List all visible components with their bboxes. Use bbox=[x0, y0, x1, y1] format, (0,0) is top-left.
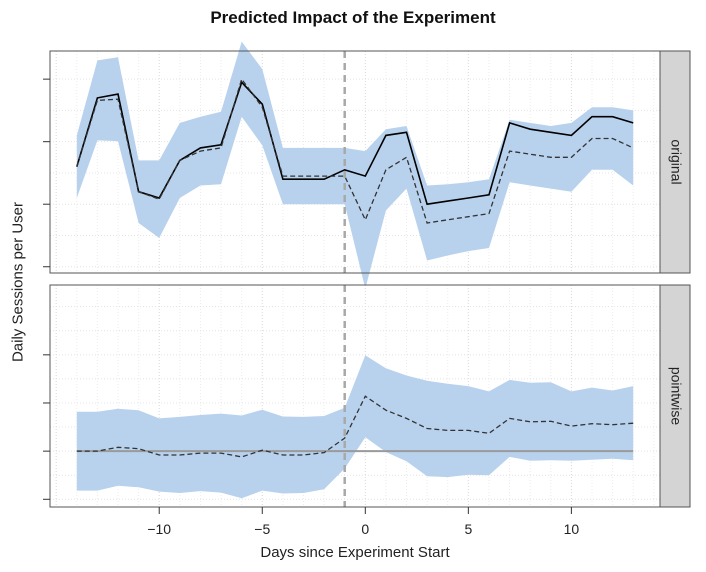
series-line-predicted bbox=[76, 77, 634, 224]
facet-strip-label: pointwise bbox=[668, 367, 684, 426]
chart-title: Predicted Impact of the Experiment bbox=[210, 8, 496, 27]
series-line-predicted bbox=[76, 395, 634, 458]
facet-strip bbox=[659, 284, 691, 508]
x-tick-label: −5 bbox=[254, 521, 270, 537]
confidence-band bbox=[76, 41, 634, 289]
x-axis-label: Days since Experiment Start bbox=[260, 544, 450, 561]
series-line-observed bbox=[76, 80, 634, 206]
facet-strip-label: original bbox=[668, 139, 684, 184]
x-tick-label: 5 bbox=[464, 521, 472, 537]
x-tick-label: 0 bbox=[361, 521, 369, 537]
confidence-band bbox=[76, 355, 634, 499]
x-tick-label: −10 bbox=[147, 521, 171, 537]
facet-strip bbox=[659, 50, 691, 274]
x-tick-label: 10 bbox=[564, 521, 580, 537]
